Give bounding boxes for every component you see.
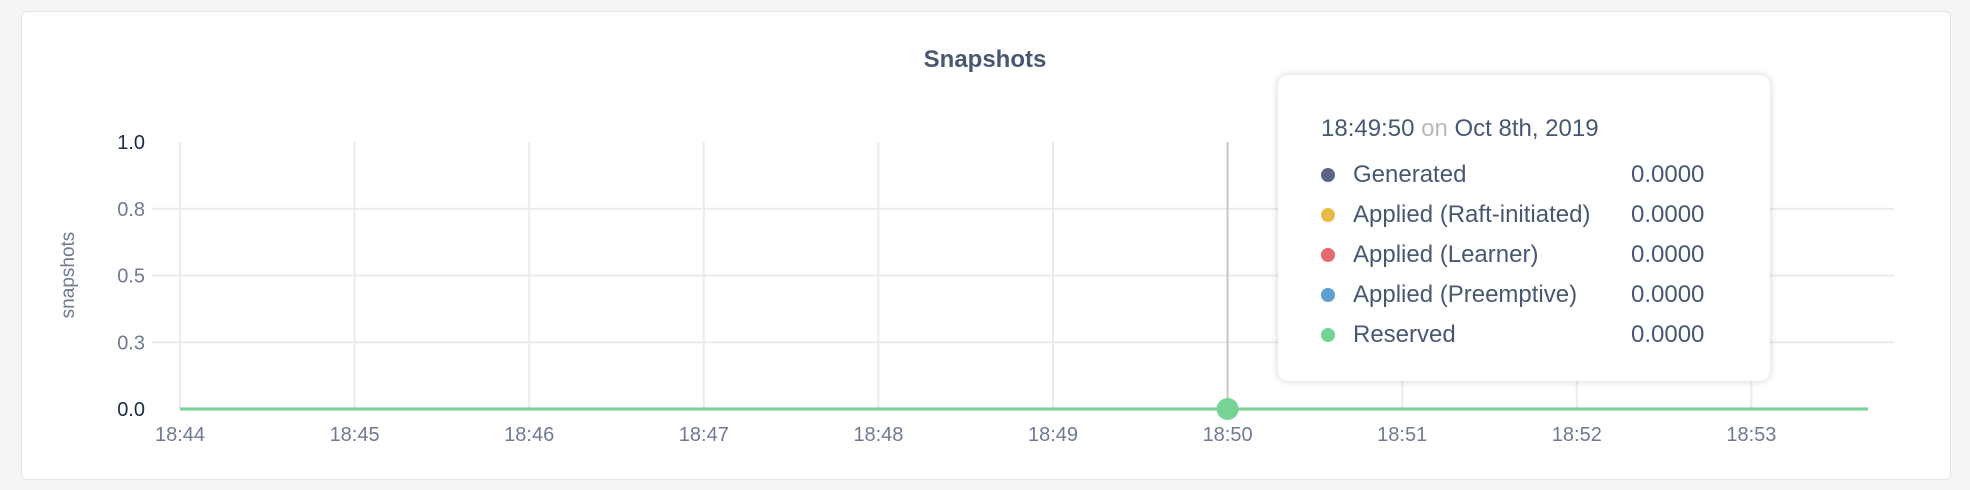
legend-dot-icon (1321, 248, 1335, 262)
y-axis-label: snapshots (58, 232, 79, 319)
tooltip-date: Oct 8th, 2019 (1454, 115, 1599, 142)
hover-point (1216, 398, 1239, 420)
tooltip-row: Applied (Raft-initiated) 0.0000 (1321, 195, 1770, 235)
legend-dot-icon (1321, 168, 1335, 182)
tooltip-series-name: Applied (Raft-initiated) (1353, 201, 1591, 228)
y-tick-label: 0.5 (117, 266, 145, 288)
legend-dot-icon (1321, 208, 1335, 222)
x-tick-label: 18:46 (504, 424, 554, 446)
tooltip-series-name: Applied (Preemptive) (1353, 281, 1578, 308)
x-tick-label: 18:52 (1552, 424, 1602, 446)
tooltip-series-name: Generated (1353, 161, 1467, 188)
tooltip-series-name: Reserved (1353, 321, 1456, 348)
tooltip: 18:49:50 on Oct 8th, 2019 Generated 0.000… (1278, 75, 1770, 381)
y-tick-label: 0.0 (117, 399, 145, 421)
x-tick-label: 18:51 (1377, 424, 1427, 446)
legend-dot-icon (1321, 288, 1335, 302)
tooltip-row: Applied (Preemptive) 0.0000 (1321, 275, 1770, 315)
tooltip-series-value: 0.0000 (1631, 321, 1705, 348)
x-tick-label: 18:50 (1203, 424, 1253, 446)
tooltip-on: on (1421, 115, 1448, 142)
x-tick-label: 18:49 (1028, 424, 1078, 446)
tooltip-series-value: 0.0000 (1631, 241, 1705, 268)
tooltip-series-name: Applied (Learner) (1353, 241, 1539, 268)
y-tick-label: 1.0 (117, 132, 145, 154)
x-tick-label: 18:47 (679, 424, 729, 446)
tooltip-row: Applied (Learner) 0.0000 (1321, 235, 1770, 275)
x-tick-label: 18:48 (853, 424, 903, 446)
tooltip-series-value: 0.0000 (1631, 281, 1705, 308)
x-tick-label: 18:44 (155, 424, 205, 446)
tooltip-header: 18:49:50 on Oct 8th, 2019 (1321, 115, 1770, 143)
y-tick-label: 0.3 (117, 332, 145, 354)
y-tick-label: 0.8 (117, 199, 145, 221)
tooltip-series-value: 0.0000 (1631, 161, 1705, 188)
tooltip-row: Reserved 0.0000 (1321, 315, 1770, 355)
tooltip-series-value: 0.0000 (1631, 201, 1705, 228)
tooltip-time: 18:49:50 (1321, 115, 1415, 142)
x-tick-label: 18:53 (1726, 424, 1776, 446)
tooltip-row: Generated 0.0000 (1321, 155, 1770, 195)
x-tick-label: 18:45 (330, 424, 380, 446)
chart-title: Snapshots (923, 46, 1047, 73)
legend-dot-icon (1321, 328, 1335, 342)
